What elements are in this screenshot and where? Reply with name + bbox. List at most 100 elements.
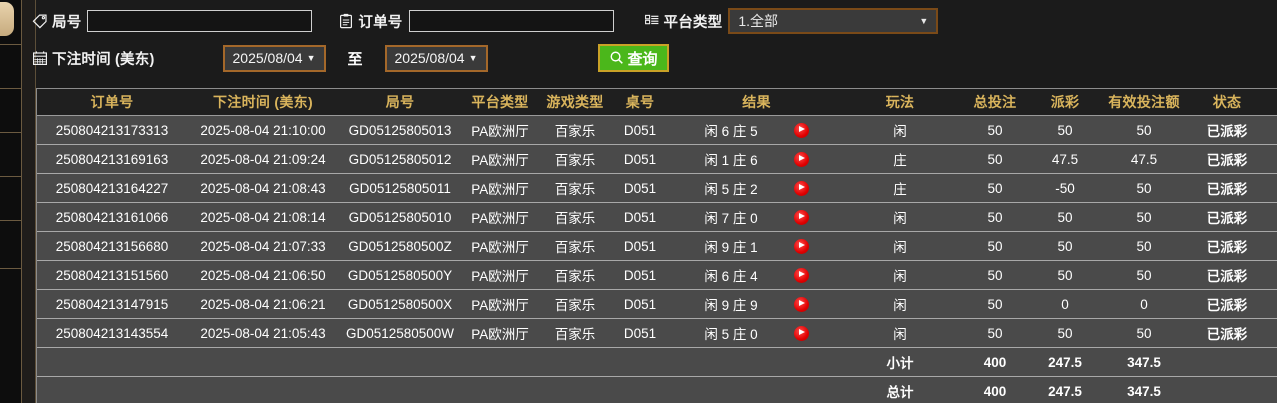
platform-type-select[interactable]: 1.全部 ▼ (728, 8, 939, 34)
summary-label: 小计 (844, 347, 956, 377)
table-row[interactable]: 250804213156680 2025-08-04 21:07:33 GD0512… (37, 231, 1277, 261)
play-video-icon[interactable] (793, 209, 809, 225)
cell-result: 闲 5 庄 2 (669, 173, 844, 203)
cell-game: 百家乐 (539, 144, 611, 174)
calendar-icon (32, 50, 48, 66)
play-video-icon[interactable] (793, 267, 809, 283)
table-header-row: 订单号 下注时间 (美东) 局号 平台类型 游戏类型 桌号 结果 玩法 总投注 … (37, 89, 1277, 116)
rail-collapse-tab[interactable] (0, 2, 14, 36)
summary-valid-bet: 347.5 (1096, 347, 1192, 377)
cell-result: 闲 5 庄 0 (669, 318, 844, 348)
column-header-payout[interactable]: 派彩 (1034, 89, 1096, 116)
cell-platform: PA欧洲厅 (461, 115, 539, 145)
cell-table: D051 (611, 144, 669, 174)
column-header-round-no[interactable]: 局号 (339, 89, 461, 116)
bet-time-from-picker[interactable]: 2025/08/04 ▼ (222, 44, 326, 72)
cell-round-no: GD05125805013 (339, 115, 461, 145)
cell-payout: 47.5 (1034, 144, 1096, 174)
summary-blank-cell (611, 347, 669, 377)
cell-result: 闲 6 庄 4 (669, 260, 844, 290)
cell-bet-time: 2025-08-04 21:08:14 (187, 202, 339, 232)
cell-total-bet: 50 (956, 173, 1034, 203)
cell-status: 已派彩 (1192, 202, 1262, 232)
result-text: 闲 9 庄 9 (704, 298, 758, 313)
cell-table: D051 (611, 173, 669, 203)
summary-blank-cell (37, 376, 187, 403)
order-no-label-text: 订单号 (358, 14, 403, 31)
cell-round-no: GD05125805011 (339, 173, 461, 203)
table-header: 订单号 下注时间 (美东) 局号 平台类型 游戏类型 桌号 结果 玩法 总投注 … (37, 89, 1277, 116)
bet-records-table-wrapper[interactable]: 订单号 下注时间 (美东) 局号 平台类型 游戏类型 桌号 结果 玩法 总投注 … (36, 88, 1277, 403)
result-text: 闲 9 庄 1 (704, 240, 758, 255)
table-row[interactable]: 250804213147915 2025-08-04 21:06:21 GD0512… (37, 289, 1277, 319)
cell-result: 闲 9 庄 1 (669, 231, 844, 261)
cell-status: 已派彩 (1192, 289, 1262, 319)
summary-blank-cell (187, 376, 339, 403)
cell-play: 庄 (844, 173, 956, 203)
rail-panel (22, 0, 36, 403)
column-header-extra[interactable]: 游 (1262, 89, 1277, 116)
column-header-status[interactable]: 状态 (1192, 89, 1262, 116)
cell-total-bet: 50 (956, 202, 1034, 232)
round-no-label: 局号 (32, 11, 81, 32)
column-header-game-type[interactable]: 游戏类型 (539, 89, 611, 116)
column-header-order-no[interactable]: 订单号 (37, 89, 187, 116)
column-header-result[interactable]: 结果 (669, 89, 844, 116)
cell-platform: PA欧洲厅 (461, 231, 539, 261)
column-header-table-no[interactable]: 桌号 (611, 89, 669, 116)
table-row[interactable]: 250804213151560 2025-08-04 21:06:50 GD0512… (37, 260, 1277, 290)
column-header-bet-time[interactable]: 下注时间 (美东) (187, 89, 339, 116)
bet-time-to-picker[interactable]: 2025/08/04 ▼ (384, 44, 488, 72)
cell-game: 百家乐 (539, 202, 611, 232)
cell-play: 闲 (844, 289, 956, 319)
cell-extra (1262, 318, 1277, 348)
play-video-icon[interactable] (793, 296, 809, 312)
play-video-icon[interactable] (793, 325, 809, 341)
cell-status: 已派彩 (1192, 144, 1262, 174)
cell-valid-bet: 50 (1096, 260, 1192, 290)
cell-table: D051 (611, 115, 669, 145)
cell-extra (1262, 289, 1277, 319)
cell-bet-time: 2025-08-04 21:09:24 (187, 144, 339, 174)
summary-label: 总计 (844, 376, 956, 403)
summary-blank-cell (539, 347, 611, 377)
cell-extra (1262, 202, 1277, 232)
cell-result: 闲 6 庄 5 (669, 115, 844, 145)
table-row[interactable]: 250804213164227 2025-08-04 21:08:43 GD0512… (37, 173, 1277, 203)
cell-order-no: 250804213169163 (37, 144, 187, 174)
result-text: 闲 6 庄 4 (704, 269, 758, 284)
cell-order-no: 250804213173313 (37, 115, 187, 145)
platform-type-value: 1.全部 (738, 13, 779, 29)
summary-blank-cell (1262, 347, 1277, 377)
date-range-separator: 至 (347, 50, 363, 68)
cell-game: 百家乐 (539, 173, 611, 203)
result-text: 闲 6 庄 5 (704, 124, 758, 139)
table-row[interactable]: 250804213161066 2025-08-04 21:08:14 GD0512… (37, 202, 1277, 232)
platform-type-label: 平台类型 (644, 11, 723, 32)
table-row[interactable]: 250804213143554 2025-08-04 21:05:43 GD0512… (37, 318, 1277, 348)
query-button[interactable]: 查询 (597, 44, 669, 72)
play-video-icon[interactable] (793, 151, 809, 167)
play-video-icon[interactable] (793, 180, 809, 196)
bet-time-label: 下注时间 (美东) (32, 48, 155, 69)
summary-blank-cell (1262, 376, 1277, 403)
table-row[interactable]: 250804213173313 2025-08-04 21:10:00 GD0512… (37, 115, 1277, 145)
order-no-input[interactable] (408, 10, 614, 32)
column-header-total-bet[interactable]: 总投注 (956, 89, 1034, 116)
cell-table: D051 (611, 231, 669, 261)
column-header-platform[interactable]: 平台类型 (461, 89, 539, 116)
play-video-icon[interactable] (793, 122, 809, 138)
table-row[interactable]: 250804213169163 2025-08-04 21:09:24 GD0512… (37, 144, 1277, 174)
column-header-play-type[interactable]: 玩法 (844, 89, 956, 116)
bet-time-to-value: 2025/08/04 (394, 50, 465, 66)
play-video-icon[interactable] (793, 238, 809, 254)
cell-game: 百家乐 (539, 289, 611, 319)
column-header-valid-bet[interactable]: 有效投注额 (1096, 89, 1192, 116)
summary-blank-cell (1192, 347, 1262, 377)
round-no-input[interactable] (87, 10, 313, 32)
cell-payout: 0 (1034, 289, 1096, 319)
cell-platform: PA欧洲厅 (461, 318, 539, 348)
summary-blank-cell (461, 376, 539, 403)
cell-payout: -50 (1034, 173, 1096, 203)
cell-platform: PA欧洲厅 (461, 202, 539, 232)
